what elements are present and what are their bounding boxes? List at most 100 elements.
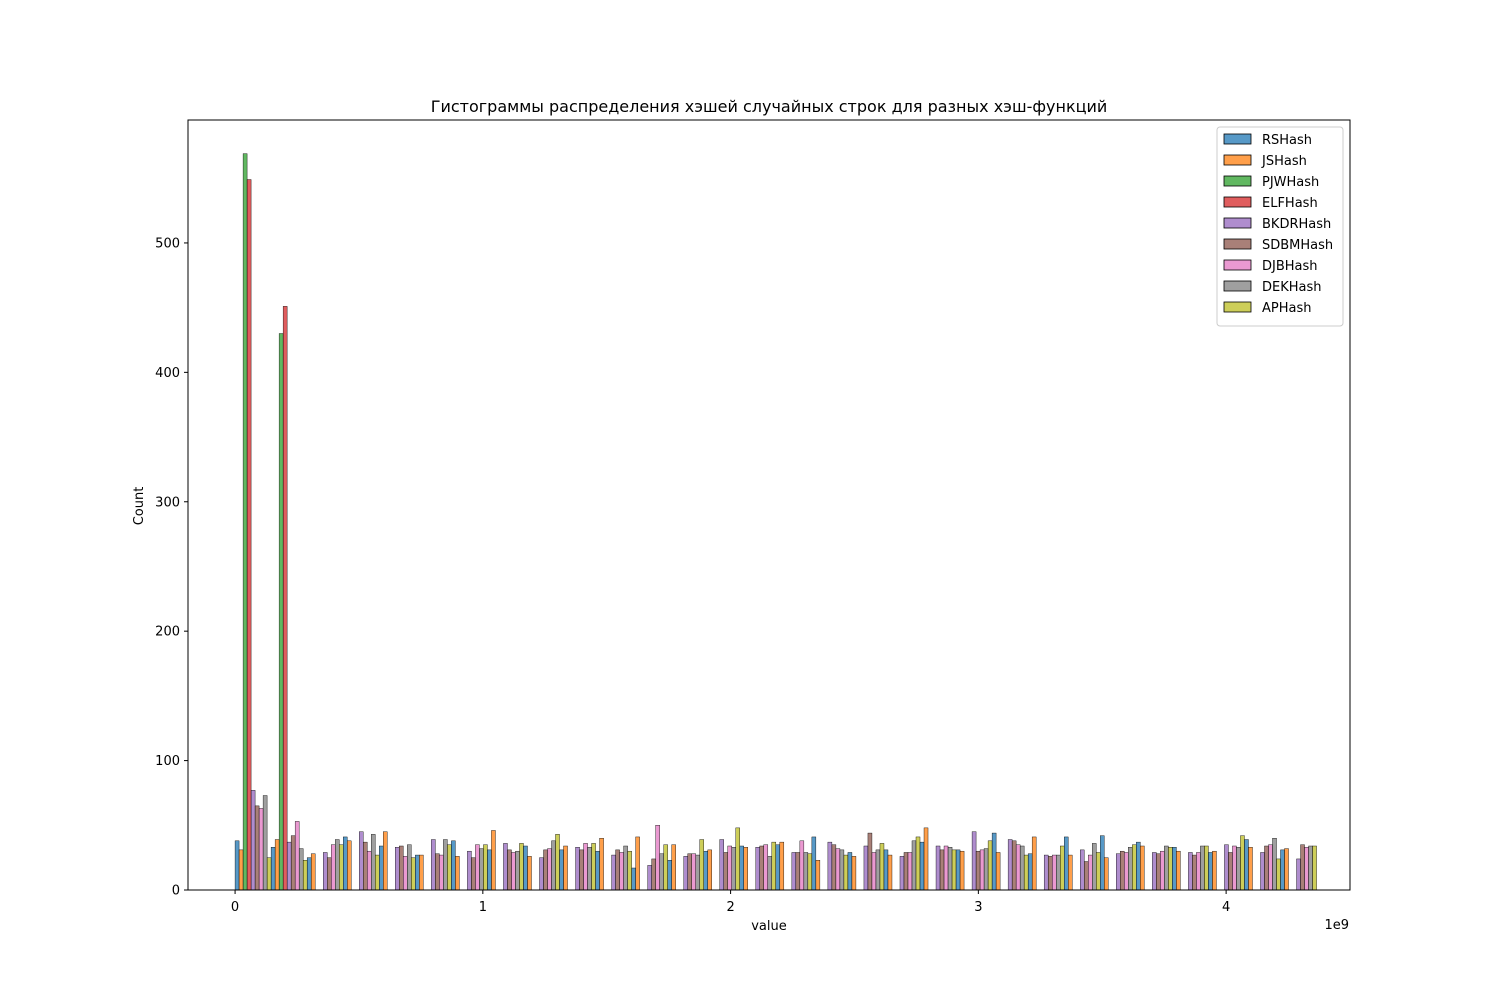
bar-sdbmhash-bin-27 xyxy=(1228,852,1233,891)
bar-jshash-bin-27 xyxy=(1212,850,1217,891)
bar-sdbmhash-bin-17 xyxy=(867,832,873,891)
bar-aphash-bin-21 xyxy=(1023,854,1029,891)
bar-jshash-bin-10 xyxy=(599,838,604,891)
bar-aphash-bin-6 xyxy=(483,844,488,891)
bar-rshash-bin-13 xyxy=(703,850,708,891)
bar-jshash-bin-18 xyxy=(887,854,893,891)
bar-jshash-bin-23 xyxy=(1068,854,1073,891)
bar-dekhash-bin-3 xyxy=(371,834,376,891)
bar-jshash-bin-14 xyxy=(743,847,748,891)
bar-sdbmhash-bin-29 xyxy=(1300,844,1305,891)
y-tick-label: 0 xyxy=(172,884,180,899)
bar-bkdrhash-bin-5 xyxy=(431,839,436,891)
bar-sdbmhash-bin-22 xyxy=(1047,856,1053,891)
bar-bkdrhash-bin-14 xyxy=(755,847,760,891)
bar-djbhash-bin-24 xyxy=(1124,852,1129,891)
bar-dekhash-bin-2 xyxy=(335,839,340,891)
bar-aphash-bin-9 xyxy=(591,843,596,891)
bar-rshash-bin-2 xyxy=(306,857,312,891)
bar-bkdrhash-bin-19 xyxy=(935,845,941,891)
bar-jshash-bin-13 xyxy=(707,849,712,891)
bar-bkdrhash-bin-22 xyxy=(1043,854,1049,891)
bar-dekhash-bin-23 xyxy=(1092,843,1097,891)
bar-rshash-bin-5 xyxy=(415,854,420,891)
bar-bkdrhash-bin-2 xyxy=(323,852,328,891)
bar-aphash-bin-7 xyxy=(519,843,524,891)
y-axis-label: Count xyxy=(132,487,147,526)
bar-sdbmhash-bin-11 xyxy=(651,858,656,891)
bar-dekhash-bin-0 xyxy=(262,795,268,891)
bar-jshash-bin-20 xyxy=(959,850,965,891)
bar-rshash-bin-8 xyxy=(523,845,528,891)
plot-frame xyxy=(187,119,1351,891)
bar-dekhash-bin-26 xyxy=(1200,845,1205,891)
bar-bkdrhash-bin-18 xyxy=(899,856,905,891)
bar-dekhash-bin-11 xyxy=(659,853,664,891)
bar-djbhash-bin-17 xyxy=(871,852,877,891)
legend-swatch-bkdrhash xyxy=(1223,217,1252,229)
legend-label-rshash: RSHash xyxy=(1262,133,1312,148)
bar-jshash-bin-29 xyxy=(1284,848,1289,891)
bar-dekhash-bin-13 xyxy=(731,847,736,891)
bar-aphash-bin-15 xyxy=(807,853,813,891)
bar-djbhash-bin-27 xyxy=(1232,845,1237,891)
bar-jshash-bin-8 xyxy=(527,856,532,891)
bar-aphash-bin-14 xyxy=(771,841,777,891)
bar-sdbmhash-bin-14 xyxy=(759,845,764,891)
bar-bkdrhash-bin-4 xyxy=(395,847,400,891)
x-tick-label: 3 xyxy=(974,900,982,915)
legend-swatch-sdbmhash xyxy=(1223,238,1252,250)
legend-swatch-djbhash xyxy=(1223,259,1252,271)
bar-djbhash-bin-2 xyxy=(331,844,336,891)
bar-bkdrhash-bin-26 xyxy=(1188,852,1193,891)
bar-bkdrhash-bin-17 xyxy=(863,845,869,891)
bar-jshash-bin-1 xyxy=(274,839,280,891)
bar-bkdrhash-bin-12 xyxy=(683,856,688,891)
x-axis: 0 1 2 3 4 xyxy=(231,890,1230,915)
bar-sdbmhash-bin-2 xyxy=(327,857,332,891)
bar-jshash-bin-22 xyxy=(1031,836,1037,891)
legend-label-bkdrhash: BKDRHash xyxy=(1262,217,1331,232)
bar-dekhash-bin-22 xyxy=(1055,854,1061,891)
bar-bkdrhash-bin-20 xyxy=(971,831,977,891)
bar-aphash-bin-23 xyxy=(1096,852,1101,891)
bar-djbhash-bin-3 xyxy=(367,850,372,891)
bar-dekhash-bin-16 xyxy=(839,849,845,891)
bar-djbhash-bin-15 xyxy=(799,840,805,891)
y-tick-label: 400 xyxy=(155,366,180,381)
bar-sdbmhash-bin-24 xyxy=(1120,850,1125,891)
legend: RSHash JSHash PJWHash ELFHash BKDRHash SDBMHa… xyxy=(1216,126,1344,327)
bar-aphash-bin-19 xyxy=(951,849,957,891)
bar-sdbmhash-bin-7 xyxy=(507,849,512,891)
bar-dekhash-bin-9 xyxy=(587,847,592,891)
bar-bkdrhash-bin-28 xyxy=(1260,852,1265,891)
bar-bkdrhash-bin-25 xyxy=(1152,852,1157,891)
bar-djbhash-bin-20 xyxy=(979,849,985,891)
bar-rshash-bin-6 xyxy=(451,840,456,891)
y-tick-label: 500 xyxy=(155,236,180,251)
bar-bkdrhash-bin-3 xyxy=(359,831,364,891)
bar-jshash-bin-21 xyxy=(995,852,1001,891)
bar-djbhash-bin-4 xyxy=(403,856,408,891)
legend-label-sdbmhash: SDBMHash xyxy=(1262,238,1333,253)
bar-rshash-bin-12 xyxy=(667,860,672,891)
bar-dekhash-bin-18 xyxy=(911,840,917,891)
bar-sdbmhash-bin-10 xyxy=(615,849,620,891)
bar-aphash-bin-0 xyxy=(266,857,272,891)
bar-sdbmhash-bin-6 xyxy=(471,857,476,891)
y-tick-label: 300 xyxy=(155,495,180,510)
bar-bkdrhash-bin-6 xyxy=(467,850,472,891)
bar-jshash-bin-7 xyxy=(491,830,496,891)
bar-rshash-bin-26 xyxy=(1172,847,1177,891)
bar-djbhash-bin-8 xyxy=(547,848,552,891)
bar-aphash-bin-20 xyxy=(987,840,993,891)
bar-jshash-bin-11 xyxy=(635,836,640,891)
x-axis-offset-text: 1e9 xyxy=(1324,918,1349,933)
bar-sdbmhash-bin-16 xyxy=(831,844,837,891)
bar-jshash-bin-12 xyxy=(671,844,676,891)
bar-elfhash-bin-1 xyxy=(282,306,288,891)
legend-swatch-elfhash xyxy=(1223,196,1252,208)
bar-aphash-bin-22 xyxy=(1059,845,1065,891)
legend-label-dekhash: DEKHash xyxy=(1262,280,1322,295)
